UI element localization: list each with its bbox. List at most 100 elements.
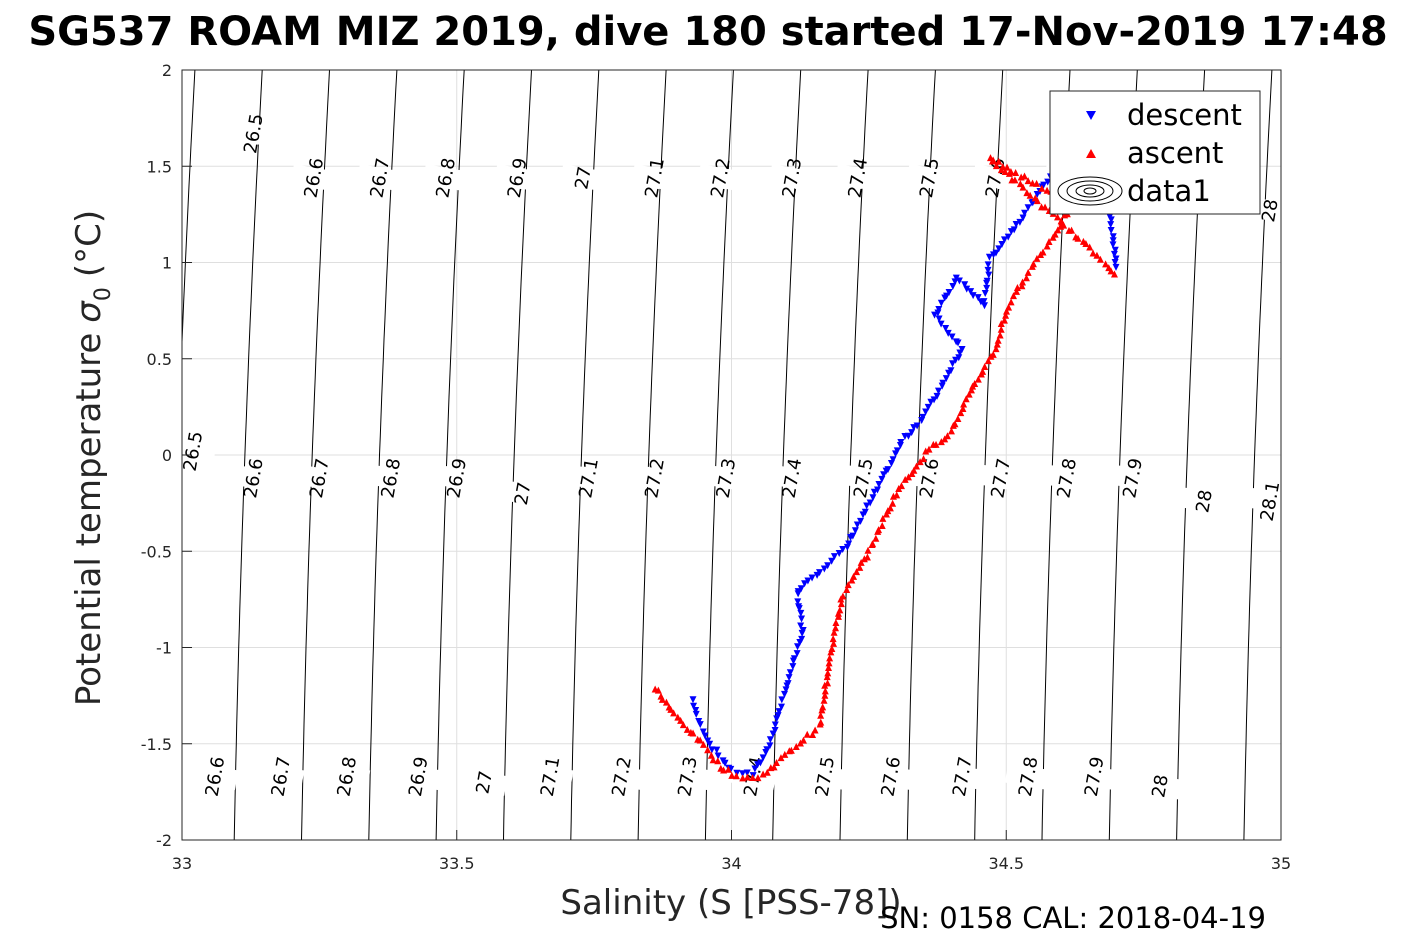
descent-point xyxy=(1109,233,1117,241)
ascent-point xyxy=(879,514,887,522)
descent-point xyxy=(952,338,960,346)
ascent-point xyxy=(996,331,1004,339)
contour-label-bg xyxy=(169,437,217,465)
ascent-point xyxy=(817,718,825,726)
ascent-point xyxy=(696,736,704,744)
y-axis-label: Potential temperature σ0 (°C) xyxy=(69,210,116,706)
ascent-point xyxy=(658,695,666,703)
ascent-point xyxy=(937,438,945,446)
ascent-point xyxy=(828,645,836,653)
ascent-point xyxy=(1024,268,1032,276)
ascent-point xyxy=(989,350,997,358)
ascent-point xyxy=(677,716,685,724)
descent-point xyxy=(797,622,805,630)
density-contour-labels: 26.526.6 26.7 26.8 26.9 27 27.1 27.2 27.3 27.4 27… xyxy=(169,112,1294,800)
y-tick-label: 0.5 xyxy=(147,350,172,369)
ascent-point xyxy=(1054,213,1062,221)
ascent-point xyxy=(857,558,865,566)
descent-point xyxy=(795,603,803,611)
descent-point xyxy=(931,311,939,319)
descent-point xyxy=(756,759,764,767)
y-axis-label-text: Potential temperature xyxy=(69,333,109,706)
ascent-point xyxy=(971,379,979,387)
ascent-point xyxy=(679,721,687,729)
ascent-point xyxy=(1086,243,1094,251)
descent-point xyxy=(1024,204,1032,212)
descent-point xyxy=(1016,218,1024,226)
legend-ascent-label: ascent xyxy=(1127,136,1223,170)
descent-point xyxy=(763,746,771,754)
descent-point xyxy=(934,309,942,317)
descent-point xyxy=(690,702,698,710)
descent-point xyxy=(861,508,869,516)
ascent-point xyxy=(1082,239,1090,247)
x-tick-label: 34.5 xyxy=(988,854,1024,873)
descent-point xyxy=(849,532,857,540)
ascent-point xyxy=(997,166,1005,174)
ascent-point xyxy=(1089,249,1097,257)
contour-label: 28 xyxy=(1148,773,1173,799)
descent-point xyxy=(771,721,779,729)
contour-label-bg xyxy=(664,762,711,791)
ascent-point xyxy=(670,709,678,717)
descent-point xyxy=(689,696,697,704)
descent-point xyxy=(839,546,847,554)
legend-descent-marker xyxy=(1086,111,1096,120)
ascent-point xyxy=(965,390,973,398)
ascent-point xyxy=(803,730,811,738)
descent-point xyxy=(984,266,992,274)
ascent-point xyxy=(979,367,987,375)
descent-point xyxy=(942,324,950,332)
y-tick-label: -1.5 xyxy=(141,735,172,754)
ascent-point xyxy=(824,669,832,677)
ascent-point xyxy=(837,600,845,608)
contour-label: 27 xyxy=(511,480,536,506)
ascent-point xyxy=(754,774,762,782)
ascent-point xyxy=(1033,254,1041,262)
contour-label-bg xyxy=(295,464,343,492)
descent-point xyxy=(824,562,832,570)
ascent-point xyxy=(1019,278,1027,286)
contour-label-bg xyxy=(598,762,646,791)
descent-point xyxy=(983,284,991,292)
descent-point xyxy=(937,320,945,328)
descent-point xyxy=(759,754,767,762)
ascent-point xyxy=(1001,167,1009,175)
ascent-point xyxy=(1068,226,1076,234)
ascent-point xyxy=(1029,260,1037,268)
ascent-point xyxy=(1005,169,1013,177)
descent-point xyxy=(908,429,916,437)
descent-point xyxy=(945,289,953,297)
ascent-point xyxy=(683,725,691,733)
ascent-point xyxy=(699,740,707,748)
descent-series xyxy=(689,147,1120,780)
contour-label-bg xyxy=(422,164,470,192)
contour-label-bg xyxy=(697,164,744,192)
ascent-point xyxy=(1019,183,1027,191)
descent-point xyxy=(845,540,853,548)
descent-point xyxy=(961,281,969,289)
ascent-point xyxy=(1060,221,1068,229)
ascent-point xyxy=(1026,191,1034,199)
ascent-point xyxy=(732,772,740,780)
ascent-point xyxy=(997,325,1005,333)
ascent-point xyxy=(1045,238,1053,246)
ascent-point xyxy=(850,572,858,580)
ascent-point xyxy=(916,458,924,466)
descent-point xyxy=(721,759,729,767)
ascent-point xyxy=(901,475,909,483)
descent-point xyxy=(1111,246,1119,254)
descent-point xyxy=(863,502,871,510)
descent-point xyxy=(828,557,836,565)
legend-data1-marker xyxy=(1057,176,1123,206)
x-axis-ticks: 33 33.5 34 34.5 35 xyxy=(172,830,1291,873)
y-tick-label: -0.5 xyxy=(141,542,172,561)
legend-box xyxy=(1049,90,1261,215)
density-contour-line xyxy=(839,70,869,840)
contour-label-bg xyxy=(1109,464,1157,492)
ascent-point xyxy=(856,563,864,571)
ascent-point xyxy=(824,679,832,687)
ascent-point xyxy=(1096,255,1104,263)
ascent-point xyxy=(967,386,975,394)
descent-point xyxy=(998,240,1006,248)
